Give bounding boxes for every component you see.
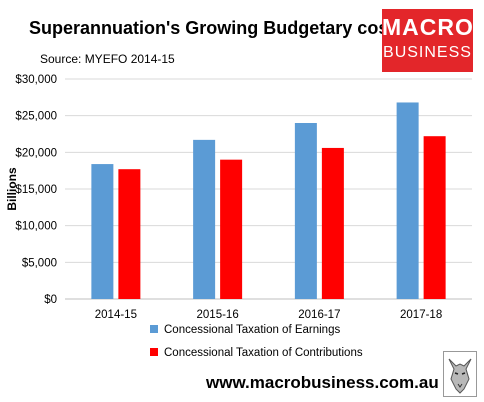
bar	[220, 159, 243, 299]
chart-source: Source: MYEFO 2014-15	[40, 52, 175, 66]
bar	[321, 147, 344, 299]
y-tick-label: $20,000	[15, 147, 57, 159]
logo-line-1: MACRO	[382, 14, 474, 40]
bar	[396, 102, 419, 299]
y-tick-label: $25,000	[15, 111, 57, 123]
macrobusiness-logo: MACRO BUSINESS	[382, 9, 473, 72]
y-tick-label: $30,000	[15, 74, 57, 86]
x-tick-label: 2014-15	[95, 309, 137, 321]
y-tick-label: $5,000	[22, 257, 57, 269]
x-tick-label: 2015-16	[197, 309, 239, 321]
bar	[118, 169, 141, 299]
bar	[423, 136, 446, 299]
bar-chart: $0 $5,000 $10,000 $15,000 $20,000 $25,000 $30,…	[5, 74, 472, 359]
legend-label: Concessional Taxation of Contributions	[164, 347, 363, 359]
legend-swatch	[150, 325, 158, 333]
bar	[91, 164, 114, 299]
legend-label: Concessional Taxation of Earnings	[164, 324, 340, 336]
y-tick-label: $0	[44, 294, 57, 306]
legend-swatch	[150, 348, 158, 356]
footer-url: www.macrobusiness.com.au	[206, 373, 439, 392]
y-tick-label: $15,000	[15, 184, 57, 196]
bar	[193, 139, 216, 299]
y-axis-title: Billions	[5, 167, 19, 211]
logo-line-2: BUSINESS	[383, 44, 472, 61]
x-tick-label: 2016-17	[298, 309, 340, 321]
chart-title: Superannuation's Growing Budgetary cost	[29, 18, 395, 38]
y-tick-label: $10,000	[15, 221, 57, 233]
x-tick-label: 2017-18	[400, 309, 442, 321]
wolf-mascot-icon	[443, 351, 477, 397]
bar	[294, 123, 317, 299]
